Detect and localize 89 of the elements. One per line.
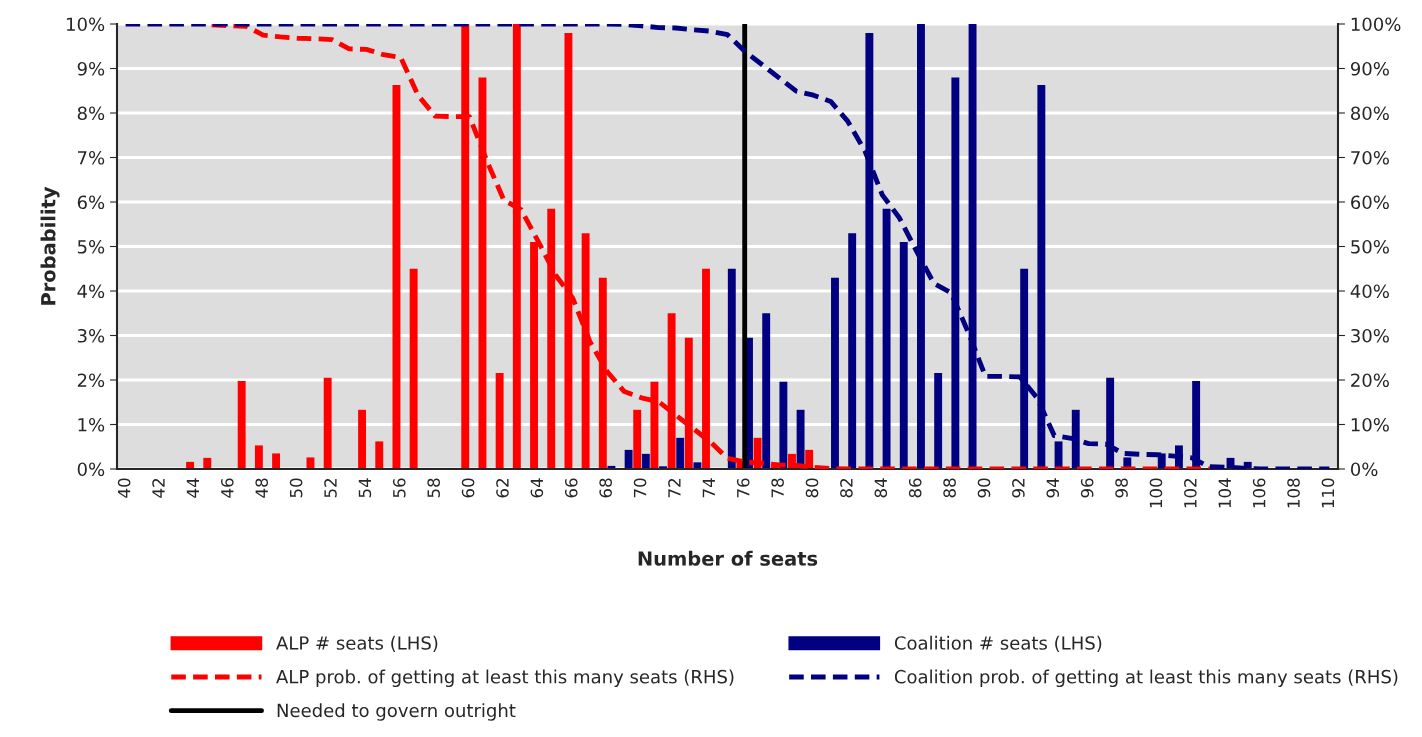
x-tick-label: 86 [908,478,922,498]
bar [409,268,418,469]
x-tick-label: 100 [1149,478,1163,508]
x-tick-label: 94 [1046,478,1060,498]
x-tick-label: 78 [771,478,784,498]
x-axis-title: Number of seats [638,550,818,566]
x-tick-label: 70 [633,478,647,498]
legend-label: Coalition # seats (LHS) [894,635,1102,652]
x-tick-label: 42 [152,479,165,498]
x-tick-label: 48 [255,478,269,498]
y2-tick-label: 50% [1351,239,1389,254]
y-tick-label: 5% [77,239,105,254]
x-tick-label: 40 [117,478,131,498]
x-tick-label: 82 [840,479,853,498]
x-tick-label: 50 [289,478,303,498]
x-tick-label: 92 [1012,479,1025,498]
bar [375,441,384,469]
x-tick-label: 66 [564,478,578,498]
x-tick-label: 110 [1321,478,1335,508]
bar [727,268,736,469]
bar [762,313,771,469]
y-tick-label: 0% [77,462,105,477]
x-tick-label: 104 [1218,478,1232,508]
y-axis-title: Probability [40,186,60,305]
y-tick-label: 10% [67,17,105,32]
legend-label: ALP prob. of getting at least this many seats (RHS) [276,669,734,688]
y-tick-label: 2% [77,373,105,388]
x-tick-label: 106 [1252,478,1266,508]
x-tick-label: 98 [1115,478,1128,498]
y-tick-label: 6% [77,195,105,210]
x-tick-label: 46 [221,478,234,498]
bar [633,409,642,469]
x-tick-label: 58 [427,478,440,498]
bar [495,372,504,469]
bar [899,242,908,469]
bar [676,437,685,469]
x-tick-label: 64 [530,478,544,498]
x-tick-label: 54 [358,478,372,498]
legend-label: ALP # seats (LHS) [276,635,438,652]
y-tick-label: 1% [78,417,105,432]
bar [358,409,367,469]
y2-tick-label: 30% [1351,328,1389,343]
x-tick-label: 60 [461,478,475,498]
bar [1054,441,1063,469]
x-tick-label: 68 [599,478,612,498]
legend-label: Needed to govern outright [277,703,516,721]
x-tick-label: 52 [324,479,337,498]
y2-tick-label: 70% [1351,150,1389,165]
x-tick-label: 84 [874,478,888,498]
bar [693,462,702,469]
x-tick-label: 96 [1080,478,1094,498]
bar [237,380,246,469]
x-tick-label: 90 [977,478,991,498]
y2-tick-label: 20% [1351,373,1389,388]
y2-tick-label: 40% [1350,284,1389,299]
x-tick-label: 62 [496,479,509,498]
x-tick-label: 108 [1287,478,1300,508]
x-tick-label: 88 [943,478,956,498]
bar [203,457,212,469]
y2-tick-label: 10% [1351,417,1389,432]
x-tick-label: 76 [736,478,750,498]
y-tick-label: 4% [77,284,105,299]
x-tick-label: 72 [668,479,681,498]
bar [779,381,788,469]
x-tick-label: 102 [1184,479,1197,508]
bar [254,445,263,469]
y2-tick-label: 90% [1350,61,1389,76]
x-tick-label: 44 [186,478,199,498]
y2-tick-label: 0% [1351,462,1378,477]
legend-label: Coalition prob. of getting at least this many seats (RHS) [894,669,1398,688]
x-tick-label: 80 [805,478,819,498]
bar [934,372,943,469]
y-tick-label: 7% [78,150,105,165]
y-tick-label: 9% [77,61,105,76]
bar [323,377,332,469]
bar [641,453,650,469]
x-tick-label: 74 [702,478,715,498]
x-tick-label: 56 [392,478,406,498]
y2-tick-label: 60% [1351,195,1389,210]
y-tick-label: 8% [77,106,105,121]
y-tick-label: 3% [77,328,105,343]
line-series [123,24,1332,469]
bar [624,449,633,469]
bar [392,84,401,469]
y2-tick-label: 80% [1351,106,1389,121]
bar [848,233,857,469]
bar [272,453,281,469]
y2-tick-label: 100% [1351,17,1401,32]
bar [831,277,839,469]
